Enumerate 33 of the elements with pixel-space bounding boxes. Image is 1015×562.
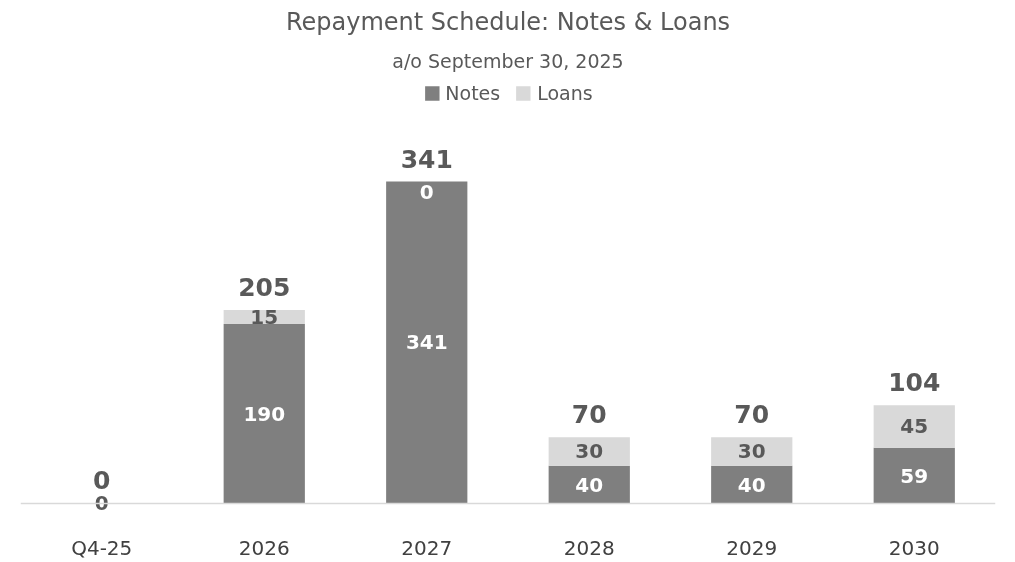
data-label: 59 bbox=[900, 463, 929, 488]
x-tick-label: 2029 bbox=[726, 535, 778, 560]
data-label: 341 bbox=[405, 330, 448, 355]
total-label: 104 bbox=[888, 368, 941, 398]
data-label: 190 bbox=[243, 401, 286, 426]
total-label: 70 bbox=[571, 400, 607, 430]
data-label: 40 bbox=[575, 472, 604, 497]
bar bbox=[711, 437, 793, 466]
x-tick-label: 2028 bbox=[563, 535, 615, 560]
bar bbox=[873, 447, 955, 504]
bar bbox=[711, 465, 793, 504]
total-label: 205 bbox=[238, 272, 291, 302]
total-label: 341 bbox=[400, 144, 453, 174]
x-tick-label: 2026 bbox=[238, 535, 290, 560]
data-label: 0 bbox=[93, 466, 111, 496]
data-label: 30 bbox=[575, 439, 604, 464]
data-label: 15 bbox=[250, 304, 279, 329]
data-label: 40 bbox=[737, 472, 766, 497]
chart-subtitle: a/o September 30, 2025 bbox=[392, 49, 624, 72]
legend-label: Loans bbox=[537, 82, 593, 104]
bar bbox=[386, 181, 468, 504]
x-tick-label: 2027 bbox=[401, 535, 453, 560]
data-label: 45 bbox=[900, 414, 929, 439]
data-label: 30 bbox=[737, 439, 766, 464]
chart-title: Repayment Schedule: Notes & Loans bbox=[285, 7, 731, 36]
x-tick-label: 2030 bbox=[888, 535, 940, 560]
data-label: 0 bbox=[419, 179, 434, 204]
x-tick-label: Q4-25 bbox=[71, 535, 133, 560]
bar bbox=[873, 405, 955, 448]
bar bbox=[548, 437, 630, 466]
total-label: 70 bbox=[734, 400, 770, 430]
bar bbox=[223, 324, 305, 504]
legend-label: Notes bbox=[445, 82, 501, 104]
